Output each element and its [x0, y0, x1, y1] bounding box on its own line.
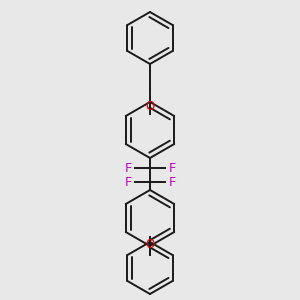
- Text: F: F: [168, 161, 175, 175]
- Text: F: F: [124, 161, 132, 175]
- Text: O: O: [146, 100, 154, 113]
- Text: O: O: [146, 238, 154, 250]
- Text: F: F: [168, 176, 175, 188]
- Text: F: F: [124, 176, 132, 188]
